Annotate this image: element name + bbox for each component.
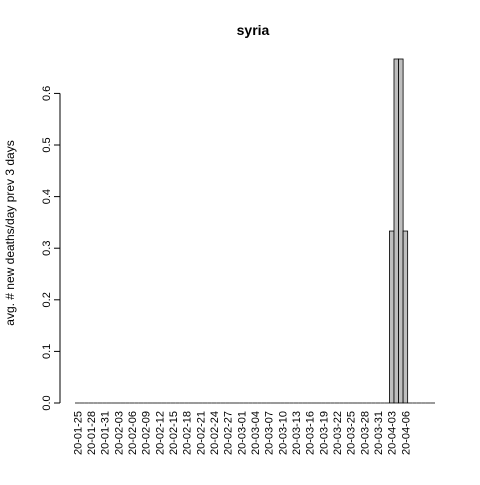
y-tick-label: 0.3: [41, 241, 53, 256]
chart-title: syria: [237, 22, 270, 38]
x-tick-label: 20-02-12: [154, 411, 166, 455]
x-tick-label: 20-02-24: [209, 411, 221, 455]
bar: [398, 58, 404, 404]
x-tick-label: 20-02-03: [113, 411, 125, 455]
x-tick-label: 20-01-31: [100, 411, 112, 455]
x-tick-label: 20-03-01: [236, 411, 248, 455]
x-tick-label: 20-02-15: [168, 411, 180, 455]
x-tick-label: 20-03-07: [264, 411, 276, 455]
x-tick-label: 20-02-27: [223, 411, 235, 455]
x-tick-label: 20-02-18: [182, 411, 194, 455]
y-tick-label: 0.6: [41, 86, 53, 101]
x-tick-label: 20-02-21: [195, 411, 207, 455]
y-tick-label: 0.5: [41, 137, 53, 152]
bar: [402, 230, 409, 404]
bar: [393, 58, 399, 404]
x-tick-label: 20-01-25: [72, 411, 84, 455]
x-tick-label: 20-03-10: [277, 411, 289, 455]
x-tick-label: 20-02-09: [141, 411, 153, 455]
bar: [389, 230, 395, 404]
x-tick-label: 20-03-04: [250, 411, 262, 455]
y-tick-label: 0.0: [41, 395, 53, 410]
x-tick-label: 20-03-28: [359, 411, 371, 455]
x-tick-label: 20-02-06: [127, 411, 139, 455]
x-tick-label: 20-03-25: [346, 411, 358, 455]
y-axis: 0.0 0.1 0.2 0.3 0.4 0.5 0.6: [41, 86, 61, 411]
y-tick-label: 0.2: [41, 292, 53, 307]
x-tick-label: 20-03-19: [318, 411, 330, 455]
y-axis-label: avg. # new deaths/day prev 3 days: [3, 140, 17, 325]
x-tick-label: 20-04-03: [387, 411, 399, 455]
y-tick-label: 0.4: [41, 189, 53, 204]
x-tick-label: 20-04-06: [400, 411, 412, 455]
x-tick-label: 20-03-13: [291, 411, 303, 455]
bars-group: [75, 58, 435, 404]
x-tick-label: 20-03-16: [305, 411, 317, 455]
x-axis: 20-01-25 20-01-28 20-01-31 20-02-03 20-02-06…: [72, 411, 412, 455]
x-tick-label: 20-01-28: [86, 411, 98, 455]
x-tick-label: 20-03-22: [332, 411, 344, 455]
x-tick-label: 20-03-31: [373, 411, 385, 455]
y-tick-label: 0.1: [41, 344, 53, 359]
